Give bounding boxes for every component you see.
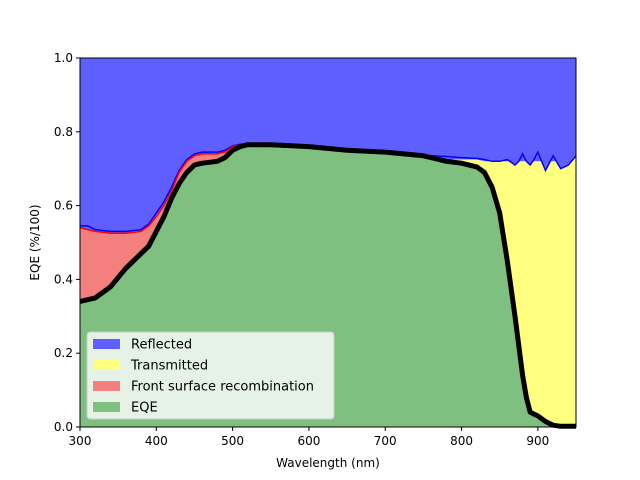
y-tick-label: 0.0 [54,420,73,434]
x-axis: 300 400 500 600 700 800 900 [69,427,549,448]
legend: Reflected Transmitted Front surface recomb… [86,331,335,420]
eqe-line [79,142,576,429]
plot-frame [79,57,577,428]
x-tick-label: 600 [297,434,320,448]
x-tick-label: 300 [69,434,92,448]
y-axis: 0.0 0.2 0.4 0.6 0.8 1.0 [54,51,80,434]
transmitted-area [80,144,576,427]
x-tick-label: 400 [145,434,168,448]
x-tick-label: 700 [374,434,397,448]
legend-swatch [93,339,120,349]
y-tick-label: 1.0 [54,51,73,65]
x-axis-label: Wavelength (nm) [276,456,380,470]
y-tick-label: 0.6 [54,199,73,213]
x-tick-label: 500 [221,434,244,448]
legend-swatch [93,360,120,370]
legend-swatch [93,381,120,391]
legend-entry-label: EQE [131,401,158,416]
legend-entry-label: Front surface recombination [131,380,314,395]
y-tick-label: 0.4 [54,272,73,286]
legend-entry-label: Reflected [131,338,192,353]
x-tick-label: 900 [526,434,549,448]
x-tick-label: 800 [450,434,473,448]
reflected-area [80,58,576,232]
y-tick-label: 0.8 [54,125,73,139]
y-tick-label: 0.2 [54,346,73,360]
legend-box [86,331,335,420]
y-axis-label: EQE (%/100) [28,204,42,280]
legend-entry-label: Transmitted [130,359,208,374]
legend-swatch [93,402,120,412]
plot-lines [79,142,577,429]
